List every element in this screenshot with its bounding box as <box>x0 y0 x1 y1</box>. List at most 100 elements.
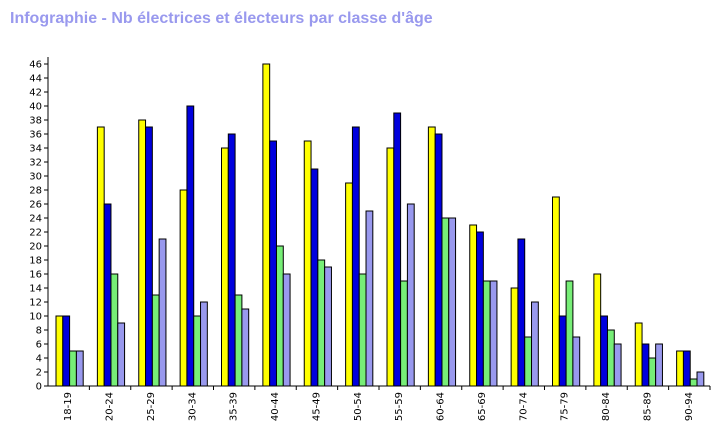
bar-30-34-series4 <box>200 301 208 387</box>
x-tick-label: 65-69 <box>477 392 488 421</box>
bar-65-69-series1 <box>469 224 478 387</box>
bar-60-64-series3 <box>441 217 450 387</box>
bar-45-49-series3 <box>317 259 326 387</box>
bar-65-69-series3 <box>482 280 491 387</box>
x-tick-label: 55-59 <box>394 392 405 421</box>
bar-55-59-series3 <box>400 280 408 387</box>
bar-75-79-series3 <box>565 280 574 387</box>
y-tick-label: 46 <box>29 60 42 71</box>
bar-45-49-series2 <box>310 168 319 387</box>
bar-90-94-series3 <box>689 378 698 387</box>
bar-18-19-series3 <box>69 350 77 387</box>
y-tick-label: 34 <box>29 144 42 155</box>
bar-20-24-series4 <box>117 322 126 387</box>
y-tick-label: 22 <box>29 228 42 239</box>
bar-75-79-series2 <box>558 315 567 387</box>
bar-85-89-series2 <box>641 343 650 387</box>
bar-50-54-series2 <box>351 126 360 387</box>
y-tick-label: 12 <box>29 298 42 309</box>
x-tick-label: 85-89 <box>642 392 653 421</box>
bar-35-39-series4 <box>241 308 250 387</box>
bar-35-39-series1 <box>221 147 229 387</box>
bar-55-59-series2 <box>393 112 402 387</box>
bar-35-39-series2 <box>227 133 236 387</box>
bar-70-74-series4 <box>531 301 539 387</box>
bar-55-59-series1 <box>386 147 395 387</box>
y-tick-label: 32 <box>29 158 42 169</box>
x-tick-label: 30-34 <box>187 392 198 421</box>
bar-60-64-series4 <box>448 217 457 387</box>
x-tick-label: 90-94 <box>684 392 695 421</box>
bar-80-84-series4 <box>613 343 622 387</box>
bar-70-74-series2 <box>517 238 526 387</box>
bar-90-94-series2 <box>682 350 691 387</box>
bar-85-89-series4 <box>655 343 663 387</box>
bar-20-24-series1 <box>96 126 105 387</box>
x-tick-label: 35-39 <box>229 392 240 421</box>
y-tick-label: 24 <box>29 214 42 225</box>
bar-20-24-series3 <box>110 273 119 387</box>
x-tick-label: 25-29 <box>146 392 157 421</box>
bar-50-54-series4 <box>365 210 374 387</box>
x-axis-ticks: 18-19 20-24 25-29 30-34 35-39 40-44 45-49 50-54… <box>63 386 711 421</box>
x-tick-label: 75-79 <box>560 392 571 421</box>
y-tick-label: 2 <box>36 368 42 379</box>
bar-90-94-series1 <box>676 350 684 387</box>
y-tick-label: 4 <box>36 354 42 365</box>
x-tick-label: 60-64 <box>436 392 447 421</box>
bar-18-19-series2 <box>62 315 71 387</box>
bar-40-44-series2 <box>269 140 277 387</box>
bar-55-59-series4 <box>406 203 415 387</box>
x-tick-label: 20-24 <box>105 392 116 421</box>
bar-80-84-series2 <box>600 315 608 387</box>
bar-25-29-series1 <box>138 119 147 387</box>
bar-40-44-series3 <box>275 245 284 387</box>
bar-30-34-series3 <box>193 315 202 387</box>
y-tick-label: 40 <box>29 102 42 113</box>
y-tick-label: 8 <box>36 326 42 337</box>
bar-18-19-series1 <box>55 315 64 387</box>
y-axis-ticks: 0246810121416182022242628303234363840424… <box>29 60 48 393</box>
y-tick-label: 26 <box>29 200 42 211</box>
bar-65-69-series4 <box>489 280 498 387</box>
bar-25-29-series3 <box>151 294 160 387</box>
bar-85-89-series1 <box>634 322 643 387</box>
bar-50-54-series1 <box>345 182 353 387</box>
bar-70-74-series1 <box>510 287 519 387</box>
y-tick-label: 28 <box>29 186 42 197</box>
bar-20-24-series2 <box>103 203 112 387</box>
y-tick-label: 16 <box>29 270 42 281</box>
bar-25-29-series2 <box>145 126 153 387</box>
bar-75-79-series1 <box>552 196 560 387</box>
y-tick-label: 36 <box>29 130 42 141</box>
y-tick-label: 10 <box>29 312 42 323</box>
x-tick-label: 40-44 <box>270 392 281 421</box>
bar-40-44-series4 <box>282 273 291 387</box>
bar-35-39-series3 <box>234 294 243 387</box>
chart-title: Infographie - Nb électrices et électeurs… <box>10 10 433 27</box>
y-tick-label: 38 <box>29 116 42 127</box>
y-tick-label: 44 <box>29 74 42 85</box>
bar-25-29-series4 <box>158 238 167 387</box>
bar-60-64-series2 <box>434 133 443 387</box>
y-tick-label: 18 <box>29 256 42 267</box>
bar-50-54-series3 <box>358 273 367 387</box>
y-tick-label: 30 <box>29 172 42 183</box>
bar-75-79-series4 <box>572 336 581 387</box>
bar-18-19-series4 <box>75 350 84 387</box>
y-tick-label: 14 <box>29 284 42 295</box>
bar-45-49-series4 <box>324 266 332 387</box>
bar-30-34-series2 <box>186 105 195 387</box>
chart-bars <box>55 63 705 387</box>
y-tick-label: 42 <box>29 88 42 99</box>
bar-90-94-series4 <box>696 371 705 387</box>
x-tick-label: 18-19 <box>63 392 74 421</box>
y-tick-label: 0 <box>36 382 42 393</box>
bar-80-84-series1 <box>593 273 602 387</box>
x-tick-label: 80-84 <box>601 392 612 421</box>
y-tick-label: 6 <box>36 340 42 351</box>
x-tick-label: 45-49 <box>311 392 322 421</box>
bar-45-49-series1 <box>303 140 312 387</box>
bar-60-64-series1 <box>427 126 436 387</box>
